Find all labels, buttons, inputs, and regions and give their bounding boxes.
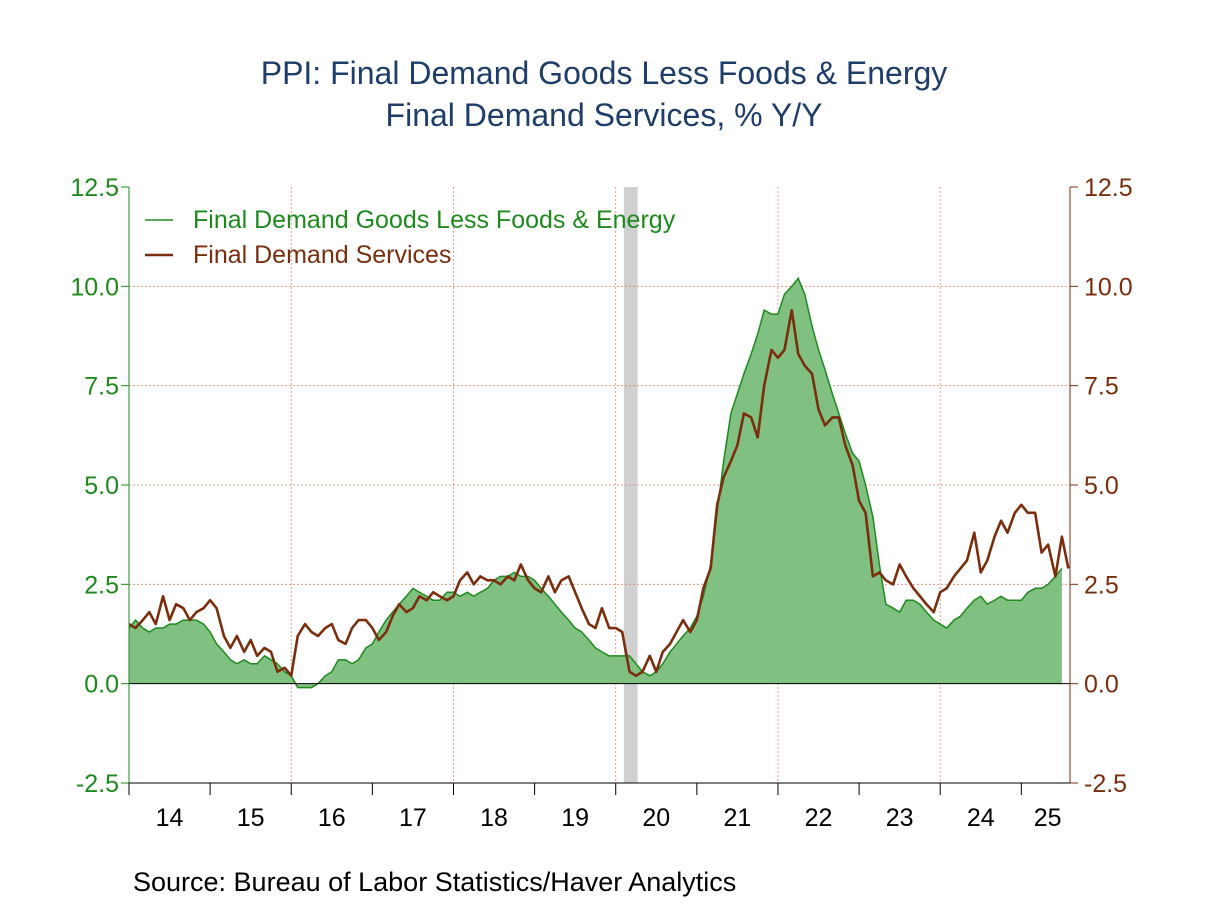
x-axis-tick-label: 17 <box>399 804 427 832</box>
x-axis-tick-label: 15 <box>237 804 265 832</box>
x-axis-tick-label: 23 <box>886 804 914 832</box>
left-axis-tick-label: 0.0 <box>84 671 119 699</box>
series-area-goods <box>129 278 1062 688</box>
x-axis-tick-label: 24 <box>967 804 995 832</box>
series-line-services <box>128 308 1070 678</box>
left-axis-tick-label: 2.5 <box>84 571 119 599</box>
right-axis-tick-label: 2.5 <box>1084 571 1119 599</box>
left-axis-tick-label: -2.5 <box>76 770 119 798</box>
right-axis-tick-label: -2.5 <box>1084 770 1127 798</box>
right-axis-tick-label: 5.0 <box>1084 472 1119 500</box>
left-axis-tick-label: 12.5 <box>70 174 119 202</box>
x-axis-tick-label: 16 <box>318 804 346 832</box>
right-axis-tick-label: 10.0 <box>1084 273 1133 301</box>
left-axis-tick-label: 10.0 <box>70 273 119 301</box>
chart-title-line-1: PPI: Final Demand Goods Less Foods & Ene… <box>260 55 948 91</box>
x-axis-tick-label: 21 <box>723 804 751 832</box>
x-axis-tick-label: 18 <box>480 804 508 832</box>
source-note: Source: Bureau of Labor Statistics/Haver… <box>133 867 737 897</box>
left-axis-tick-label: 7.5 <box>84 373 119 401</box>
x-axis-tick-label: 20 <box>642 804 670 832</box>
right-axis-tick-label: 7.5 <box>1084 373 1119 401</box>
chart-title-line-2: Final Demand Services, % Y/Y <box>385 97 823 133</box>
x-axis-tick-label: 19 <box>561 804 589 832</box>
right-axis-tick-label: 12.5 <box>1084 174 1133 202</box>
left-axis-tick-label: 5.0 <box>84 472 119 500</box>
series-line-goods <box>128 276 1063 689</box>
legend-label: Final Demand Goods Less Foods & Energy <box>193 206 676 234</box>
right-axis-tick-label: 0.0 <box>1084 671 1119 699</box>
x-axis-tick-label: 14 <box>156 804 184 832</box>
legend-label: Final Demand Services <box>193 241 451 269</box>
x-axis-tick-label: 22 <box>805 804 833 832</box>
x-axis-tick-label: 25 <box>1034 804 1062 832</box>
